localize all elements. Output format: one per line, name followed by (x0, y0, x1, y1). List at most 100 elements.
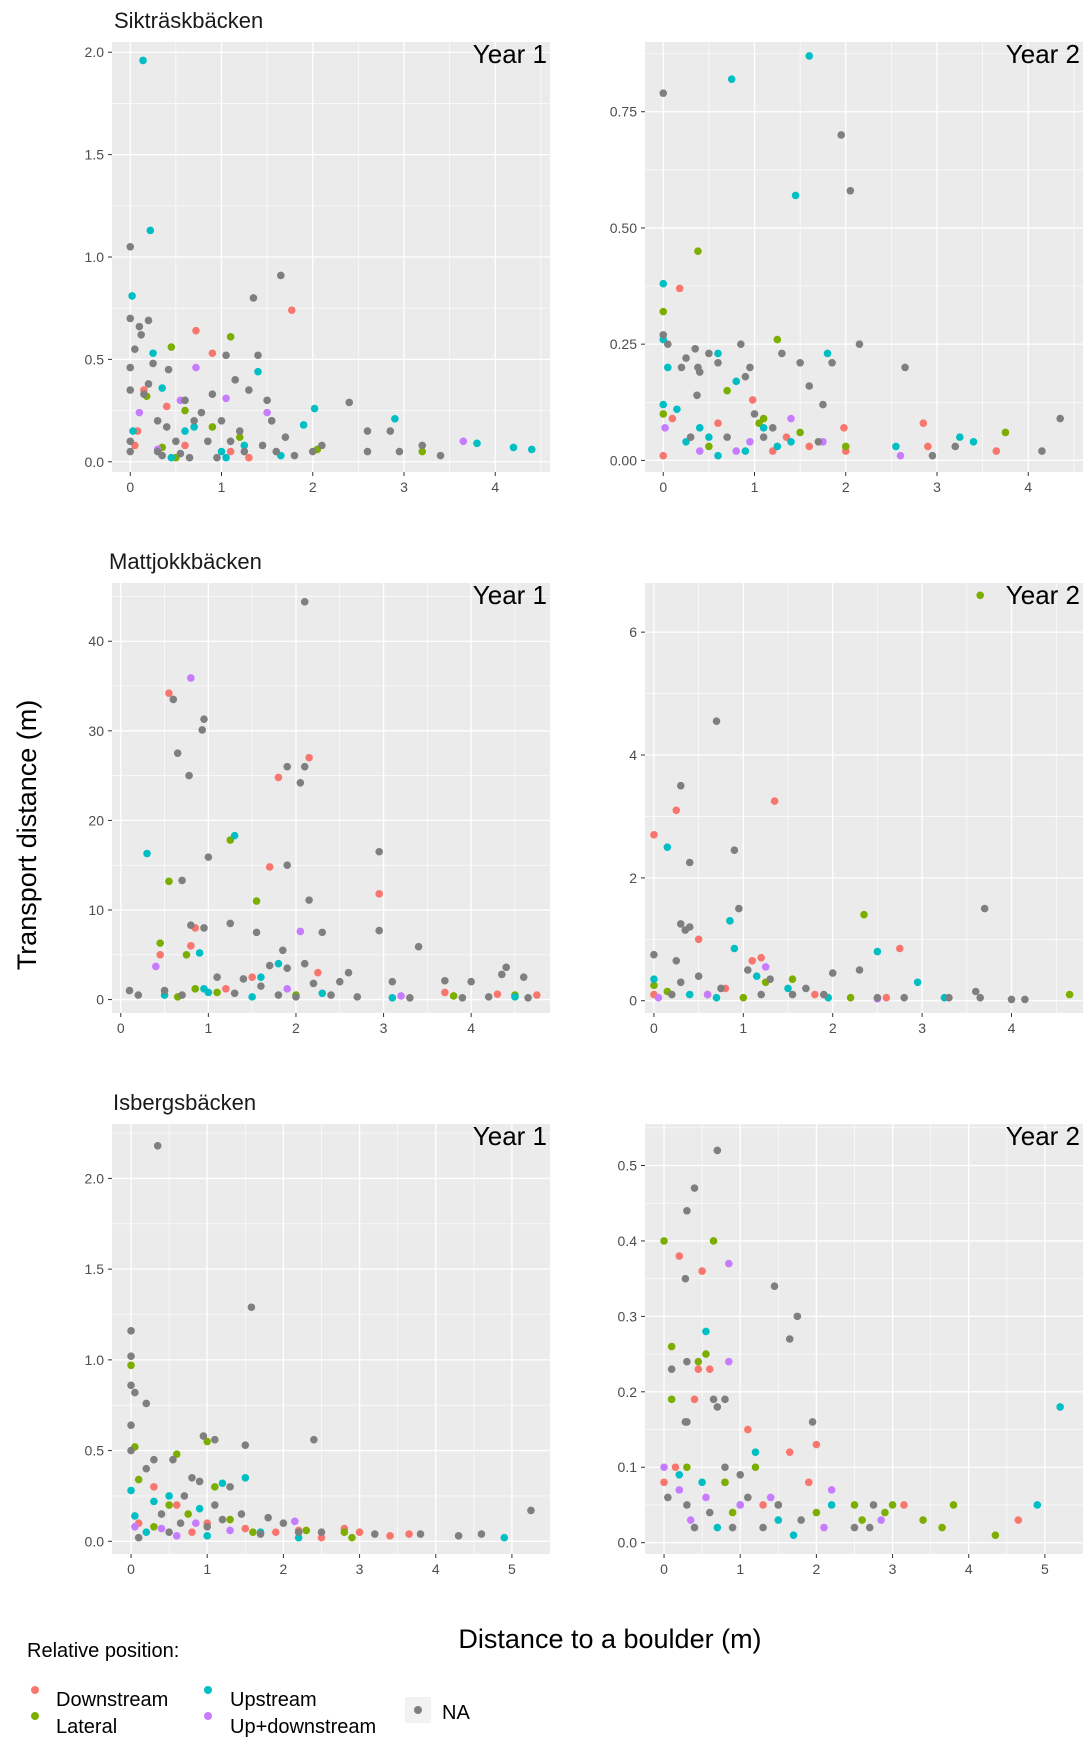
y-tick-label: 2 (629, 870, 637, 886)
data-point (840, 424, 848, 432)
data-point (895, 944, 904, 953)
data-point (158, 451, 166, 460)
data-point (267, 417, 276, 425)
data-point (741, 372, 750, 381)
data-point (668, 990, 676, 999)
data-point (805, 52, 814, 60)
legend-label-na: NA (442, 1702, 470, 1724)
data-point (1033, 1501, 1042, 1509)
data-point (672, 956, 681, 965)
data-point (805, 382, 814, 390)
data-point (714, 349, 722, 358)
data-point (793, 1312, 802, 1321)
data-point (222, 453, 230, 462)
series-downstream (650, 797, 904, 1002)
data-point (698, 1478, 706, 1487)
data-point (969, 437, 978, 446)
data-point (721, 1478, 729, 1487)
data-point (671, 1463, 680, 1472)
y-tick-label: 0 (96, 992, 104, 1008)
panel-isbergsbäcken-year-2: 0 1 2 3 4 5 0.0 0.1 0.2 0.3 0.4 0.5 Year 2 (618, 1121, 1083, 1577)
data-point (187, 942, 195, 950)
data-point (264, 1513, 272, 1522)
data-point (782, 433, 791, 441)
series-na (126, 242, 445, 462)
data-point (176, 1519, 185, 1527)
data-point (676, 920, 685, 928)
data-point (195, 1504, 204, 1513)
data-point (675, 1252, 684, 1260)
data-point (732, 377, 741, 386)
data-point (672, 806, 681, 815)
data-point (309, 979, 318, 988)
data-point (709, 1395, 718, 1404)
x-tick-label: 3 (356, 1561, 364, 1577)
y-tick-label: 0.0 (618, 1535, 638, 1551)
data-point (938, 1523, 946, 1532)
data-point (789, 1531, 798, 1539)
series-upstream (127, 1473, 509, 1542)
data-point (730, 846, 739, 855)
x-tick-label: 0 (659, 479, 667, 495)
x-tick-label: 4 (1024, 479, 1032, 495)
data-point (150, 1522, 158, 1531)
data-point (153, 1141, 162, 1150)
x-tick-label: 0 (127, 1561, 135, 1577)
data-point (254, 351, 262, 360)
data-point (235, 433, 244, 441)
data-point (1001, 428, 1010, 437)
data-point (187, 921, 195, 930)
data-point (211, 1483, 219, 1491)
data-point (694, 247, 702, 255)
data-point (165, 1528, 173, 1537)
data-point (211, 1435, 219, 1444)
y-tick-label: 0.0 (85, 454, 105, 470)
data-point (724, 1259, 733, 1268)
data-point (240, 447, 249, 456)
data-point (668, 414, 677, 423)
y-tick-label: 0 (629, 993, 637, 1009)
x-tick-label: 3 (400, 479, 408, 495)
data-point (976, 993, 985, 1002)
x-tick-label: 3 (918, 1020, 926, 1036)
data-point (134, 1533, 143, 1542)
data-point (395, 447, 404, 456)
data-point (659, 410, 668, 418)
x-tick-label: 4 (491, 479, 499, 495)
series-na (125, 598, 532, 1002)
data-point (318, 989, 327, 998)
data-point (676, 781, 685, 790)
data-point (685, 858, 694, 867)
data-point (702, 1350, 710, 1358)
legend-title: Relative position: (27, 1640, 179, 1662)
data-point (203, 1532, 212, 1540)
data-point (659, 451, 668, 460)
series-up-downstream (660, 1259, 885, 1532)
data-point (819, 400, 827, 409)
data-point (664, 1493, 672, 1502)
data-point (527, 1506, 535, 1515)
data-point (283, 762, 292, 771)
data-point (1056, 414, 1064, 423)
panel-background (645, 1124, 1083, 1554)
data-point (660, 1478, 668, 1487)
data-point (388, 977, 397, 986)
data-point (458, 993, 467, 1002)
data-point (690, 1395, 699, 1404)
y-tick-label: 0.25 (610, 336, 637, 352)
data-point (768, 447, 777, 455)
data-point (802, 984, 810, 993)
data-point (149, 359, 157, 368)
data-point (294, 1528, 303, 1537)
data-point (126, 242, 135, 251)
data-point (126, 447, 135, 456)
data-point (712, 717, 721, 726)
data-point (778, 349, 786, 358)
data-point (140, 390, 148, 398)
data-point (173, 749, 182, 758)
data-point (131, 1512, 139, 1520)
data-point (302, 1526, 311, 1535)
legend-key-na (414, 1706, 422, 1714)
data-point (892, 442, 900, 451)
x-tick-label: 2 (309, 479, 317, 495)
